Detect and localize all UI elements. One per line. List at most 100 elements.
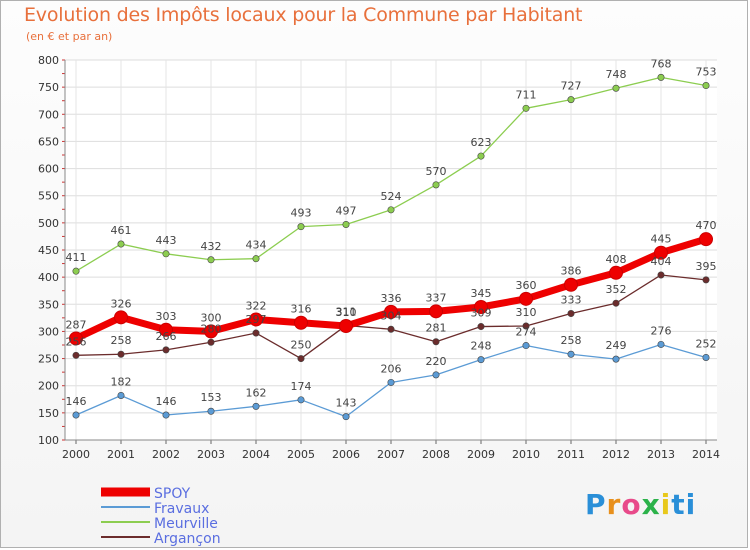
data-point: [609, 265, 623, 280]
data-label: 311: [336, 305, 357, 318]
data-label: 404: [651, 255, 672, 268]
x-tick-label: 2002: [152, 448, 180, 461]
x-tick-label: 2004: [242, 448, 270, 461]
y-tick-label: 200: [38, 380, 59, 393]
data-point: [252, 255, 260, 263]
y-tick-label: 600: [38, 163, 59, 176]
data-label: 326: [111, 297, 132, 310]
data-label: 322: [246, 299, 267, 312]
data-label: 443: [156, 234, 177, 247]
data-point: [207, 407, 215, 415]
data-label: 280: [201, 322, 222, 335]
data-point: [117, 240, 125, 248]
x-tick-label: 2006: [332, 448, 360, 461]
data-label: 432: [201, 240, 222, 253]
legend-label: Meurville: [154, 516, 218, 532]
data-label: 258: [561, 334, 582, 347]
data-label: 287: [66, 318, 87, 331]
data-point: [387, 378, 395, 386]
y-tick-label: 450: [38, 244, 59, 257]
data-label: 162: [246, 386, 267, 399]
data-point: [429, 304, 443, 319]
data-point: [702, 82, 710, 90]
data-point: [474, 300, 488, 314]
data-label: 337: [426, 291, 447, 304]
data-label: 352: [606, 283, 627, 296]
data-point: [657, 271, 665, 279]
data-point: [207, 338, 215, 346]
data-label: 256: [66, 335, 87, 348]
data-point: [339, 319, 353, 333]
x-tick-label: 2010: [512, 448, 540, 461]
data-label: 153: [201, 391, 222, 404]
data-label: 297: [246, 313, 267, 326]
legend-label: Argançon: [154, 531, 221, 547]
data-label: 748: [606, 68, 627, 81]
data-label: 386: [561, 265, 582, 278]
data-point: [252, 329, 260, 337]
data-label: 300: [201, 311, 222, 324]
x-tick-label: 2011: [557, 448, 585, 461]
y-tick-label: 300: [38, 325, 59, 338]
data-label: 143: [336, 397, 357, 410]
data-label: 768: [651, 57, 672, 70]
chart-subtitle: (en € et par an): [26, 30, 113, 43]
data-point: [702, 276, 710, 284]
data-label: 411: [66, 251, 87, 264]
x-tick-label: 2007: [377, 448, 405, 461]
data-label: 524: [381, 190, 402, 203]
data-label: 274: [516, 326, 537, 339]
data-point: [69, 331, 83, 346]
data-point: [432, 338, 440, 346]
data-point: [294, 315, 308, 330]
x-tick-label: 2001: [107, 448, 135, 461]
data-point: [72, 411, 80, 419]
y-tick-label: 250: [38, 353, 59, 366]
data-point: [72, 267, 80, 275]
y-tick-label: 400: [38, 271, 59, 284]
x-tick-label: 2012: [602, 448, 630, 461]
y-tick-label: 350: [38, 298, 59, 311]
data-label: 309: [471, 307, 492, 320]
x-tick-label: 2003: [197, 448, 225, 461]
data-point: [699, 232, 713, 247]
data-label: 336: [381, 292, 402, 305]
data-point: [117, 350, 125, 358]
data-point: [204, 324, 218, 339]
data-label: 470: [696, 219, 717, 232]
data-point: [117, 391, 125, 399]
data-point: [162, 411, 170, 419]
data-label: 258: [111, 334, 132, 347]
data-label: 249: [606, 339, 627, 352]
data-label: 220: [426, 355, 447, 368]
proxiti-logo: Proxiti: [585, 488, 697, 521]
data-point: [342, 220, 350, 228]
data-point: [477, 356, 485, 364]
y-tick-label: 700: [38, 108, 59, 121]
data-label: 266: [156, 330, 177, 343]
data-point: [432, 181, 440, 189]
data-point: [567, 310, 575, 318]
data-point: [522, 322, 530, 330]
x-tick-label: 2005: [287, 448, 315, 461]
data-point: [252, 402, 260, 410]
data-point: [297, 396, 305, 404]
data-point: [207, 256, 215, 264]
data-point: [564, 277, 578, 292]
data-point: [702, 353, 710, 361]
y-tick-label: 800: [38, 54, 59, 67]
legend-label: Fravaux: [154, 501, 209, 517]
y-tick-label: 650: [38, 135, 59, 148]
data-point: [657, 340, 665, 348]
y-tick-label: 500: [38, 217, 59, 230]
y-tick-label: 550: [38, 190, 59, 203]
chart-title: Evolution des Impôts locaux pour la Comm…: [24, 4, 583, 26]
data-point: [162, 250, 170, 258]
data-point: [384, 304, 398, 319]
data-label: 333: [561, 294, 582, 307]
data-point: [72, 351, 80, 359]
data-label: 281: [426, 322, 447, 335]
data-label: 182: [111, 375, 132, 388]
data-label: 345: [471, 287, 492, 300]
